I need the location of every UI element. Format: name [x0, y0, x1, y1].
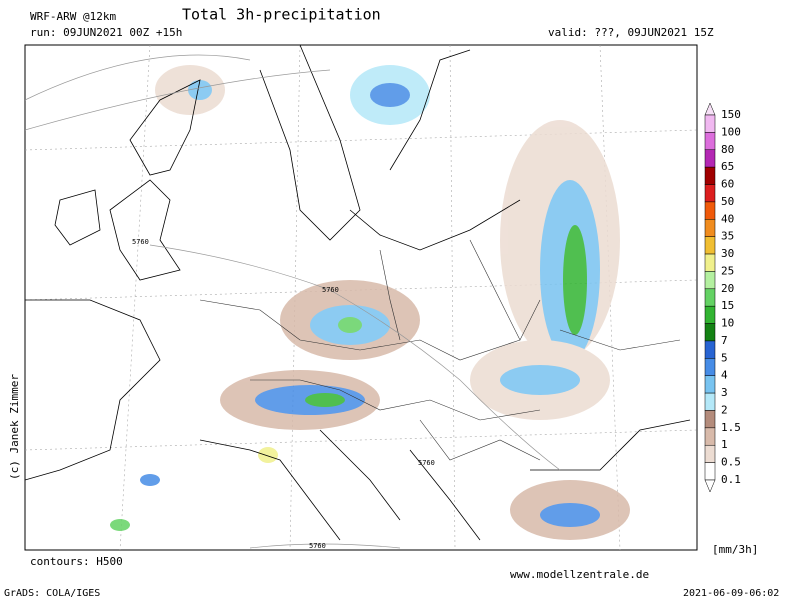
colorbar-swatch	[704, 444, 716, 463]
colorbar-label: 100	[721, 125, 741, 138]
valid-label: valid: ???, 09JUN2021 15Z	[548, 26, 714, 39]
contour-label: 5760	[418, 459, 435, 467]
coastlines	[24, 44, 691, 541]
colorbar-swatch	[704, 392, 716, 411]
colorbar-swatch	[704, 149, 716, 168]
colorbar-swatch	[704, 288, 716, 307]
colorbar-label: 35	[721, 230, 734, 243]
contour-label: 5760	[322, 286, 339, 294]
colorbar-label: 150	[721, 108, 741, 121]
contour-label: 5760	[309, 542, 326, 550]
contour-note: contours: H500	[30, 555, 123, 568]
colorbar-swatch	[704, 219, 716, 237]
colorbar-swatch	[704, 236, 716, 255]
colorbar-label: 30	[721, 247, 734, 260]
colorbar-swatch	[704, 410, 716, 429]
colorbar-swatch	[704, 323, 716, 342]
contour-label: 5760	[132, 238, 149, 246]
colorbar-label: 4	[721, 369, 728, 382]
colorbar-label: 0.5	[721, 456, 741, 469]
colorbar-swatch	[704, 375, 716, 394]
website: www.modellzentrale.de	[510, 568, 649, 581]
colorbar-swatch	[704, 253, 716, 272]
colorbar-label: 2	[721, 403, 728, 416]
map: 5760 5760 5760 5760	[24, 44, 698, 551]
colorbar-label: 3	[721, 386, 728, 399]
colorbar-swatch	[704, 340, 716, 359]
borders	[199, 239, 681, 461]
colorbar-cap	[704, 479, 716, 493]
legend-unit: [mm/3h]	[712, 543, 758, 556]
timestamp: 2021-06-09-06:02	[683, 588, 779, 599]
colorbar-label: 80	[721, 143, 734, 156]
colorbar-label: 50	[721, 195, 734, 208]
colorbar-label: 20	[721, 282, 734, 295]
credit: (c) Janek Zimmer	[8, 374, 21, 480]
colorbar-swatch	[704, 166, 716, 185]
colorbar-swatch	[704, 462, 716, 481]
colorbar-label: 10	[721, 317, 734, 330]
colorbar-label: 60	[721, 178, 734, 191]
colorbar-swatch	[704, 114, 716, 133]
colorbar-swatch	[704, 427, 716, 446]
colorbar: 150 100 80 65 60 50 40 35 30 25 20 15 10 7 5 4 3 2 1.5 1 0.5…	[704, 102, 741, 493]
colorbar-label: 40	[721, 212, 734, 225]
colorbar-swatch	[704, 271, 716, 290]
colorbar-label: 15	[721, 299, 734, 312]
contours	[24, 54, 561, 549]
colorbar-label: 1	[721, 438, 728, 451]
colorbar-label: 25	[721, 264, 734, 277]
map-title: Total 3h-precipitation	[182, 6, 381, 24]
colorbar-label: 1.5	[721, 421, 741, 434]
software: GrADS: COLA/IGES	[4, 588, 100, 599]
colorbar-cap	[704, 102, 716, 116]
colorbar-label: 0.1	[721, 473, 741, 486]
colorbar-label: 7	[721, 334, 728, 347]
colorbar-swatch	[704, 184, 716, 203]
colorbar-swatch	[704, 358, 716, 376]
colorbar-label: 5	[721, 351, 728, 364]
colorbar-swatch	[704, 305, 716, 324]
model-label: WRF-ARW @12km	[30, 10, 116, 23]
run-label: run: 09JUN2021 00Z +15h	[30, 26, 182, 39]
colorbar-swatch	[704, 201, 716, 220]
colorbar-label: 65	[721, 160, 734, 173]
colorbar-swatch	[704, 132, 716, 151]
